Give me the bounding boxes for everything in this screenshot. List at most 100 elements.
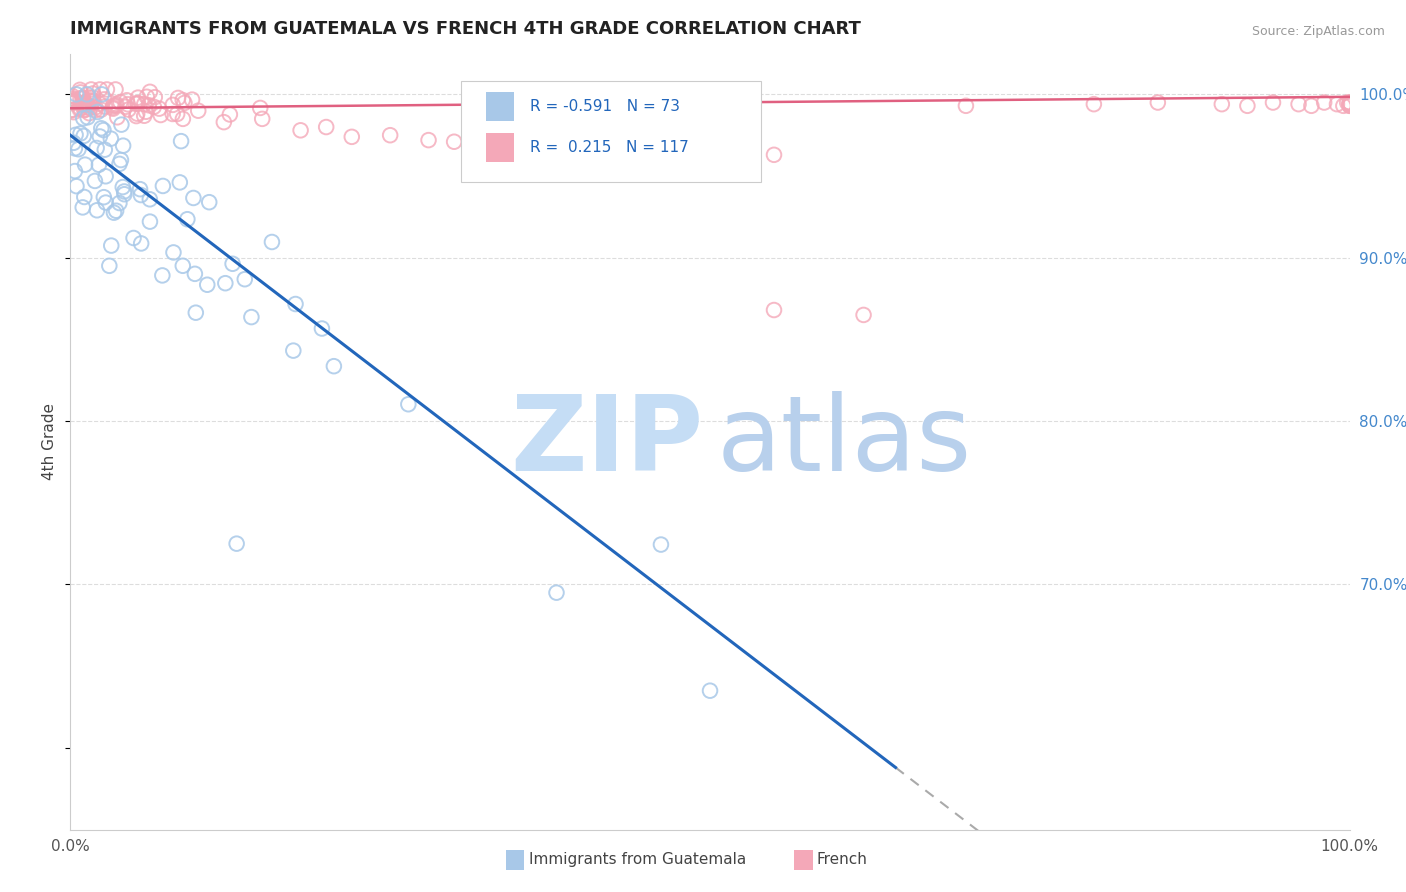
Point	[94, 169, 117, 184]
Point	[87, 158, 110, 172]
Point	[699, 145, 721, 159]
Text: R =  0.215   N = 117: R = 0.215 N = 117	[530, 140, 689, 155]
Point	[172, 259, 194, 273]
Point	[62, 136, 84, 150]
Point	[169, 175, 191, 189]
Point	[67, 142, 90, 156]
Point	[84, 100, 107, 114]
Point	[1339, 99, 1361, 113]
Point	[73, 128, 96, 143]
Point	[62, 91, 84, 105]
Point	[195, 277, 218, 292]
Point	[240, 310, 263, 324]
Point	[181, 93, 204, 107]
Point	[1339, 97, 1361, 112]
Point	[89, 129, 111, 144]
Point	[135, 104, 157, 119]
Point	[167, 91, 190, 105]
Point	[76, 101, 98, 115]
Point	[63, 141, 86, 155]
Point	[166, 107, 188, 121]
Point	[60, 103, 83, 118]
Point	[96, 82, 118, 96]
Point	[129, 236, 152, 251]
Point	[76, 111, 98, 125]
Point	[380, 128, 402, 143]
Point	[1339, 95, 1361, 110]
Point	[1339, 97, 1361, 112]
Point	[162, 98, 184, 112]
Point	[212, 115, 235, 129]
Point	[340, 129, 363, 144]
Point	[84, 174, 107, 188]
Point	[763, 303, 786, 318]
Point	[65, 95, 87, 110]
Point	[72, 201, 94, 215]
Point	[127, 96, 149, 111]
Point	[114, 100, 136, 114]
FancyBboxPatch shape	[461, 80, 761, 182]
Point	[396, 397, 419, 411]
Point	[82, 94, 104, 108]
Point	[105, 97, 128, 112]
Point	[225, 536, 247, 550]
Point	[184, 306, 207, 320]
Point	[187, 103, 209, 118]
Text: IMMIGRANTS FROM GUATEMALA VS FRENCH 4TH GRADE CORRELATION CHART: IMMIGRANTS FROM GUATEMALA VS FRENCH 4TH …	[70, 21, 860, 38]
Point	[124, 96, 146, 111]
Point	[170, 134, 193, 148]
Point	[1301, 99, 1323, 113]
Point	[125, 109, 148, 123]
Point	[72, 112, 94, 126]
Point	[82, 90, 104, 104]
Point	[1339, 99, 1361, 113]
Point	[176, 212, 198, 227]
Point	[218, 107, 240, 121]
Point	[249, 101, 271, 115]
Point	[221, 257, 243, 271]
Text: French: French	[817, 853, 868, 867]
Point	[110, 95, 132, 109]
Point	[1336, 95, 1358, 110]
Point	[134, 97, 156, 112]
Point	[139, 192, 162, 206]
Point	[65, 179, 87, 194]
Point	[443, 135, 465, 149]
Point	[84, 103, 107, 117]
Point	[546, 585, 568, 599]
Point	[103, 205, 125, 219]
Point	[1288, 97, 1310, 112]
Point	[104, 82, 127, 96]
Point	[117, 97, 139, 112]
Point	[1083, 97, 1105, 112]
Point	[73, 190, 96, 204]
Point	[129, 182, 152, 196]
Point	[108, 196, 131, 211]
Point	[103, 98, 125, 112]
Point	[1147, 95, 1170, 110]
Point	[101, 100, 124, 114]
Point	[112, 185, 135, 199]
Point	[127, 106, 149, 120]
Point	[149, 108, 172, 122]
Point	[955, 99, 977, 113]
Y-axis label: 4th Grade: 4th Grade	[42, 403, 58, 480]
Point	[115, 93, 138, 107]
Point	[1339, 95, 1361, 110]
Point	[763, 148, 786, 162]
Point	[72, 92, 94, 106]
Point	[72, 91, 94, 105]
Point	[250, 112, 273, 126]
Point	[139, 214, 162, 228]
Point	[93, 190, 115, 204]
Point	[111, 180, 134, 194]
Point	[162, 245, 184, 260]
Point	[60, 103, 83, 117]
Point	[110, 118, 132, 132]
Point	[90, 103, 112, 117]
Point	[72, 95, 94, 110]
Point	[283, 343, 305, 358]
Point	[69, 102, 91, 116]
Point	[184, 267, 207, 281]
Text: Source: ZipAtlas.com: Source: ZipAtlas.com	[1251, 25, 1385, 38]
